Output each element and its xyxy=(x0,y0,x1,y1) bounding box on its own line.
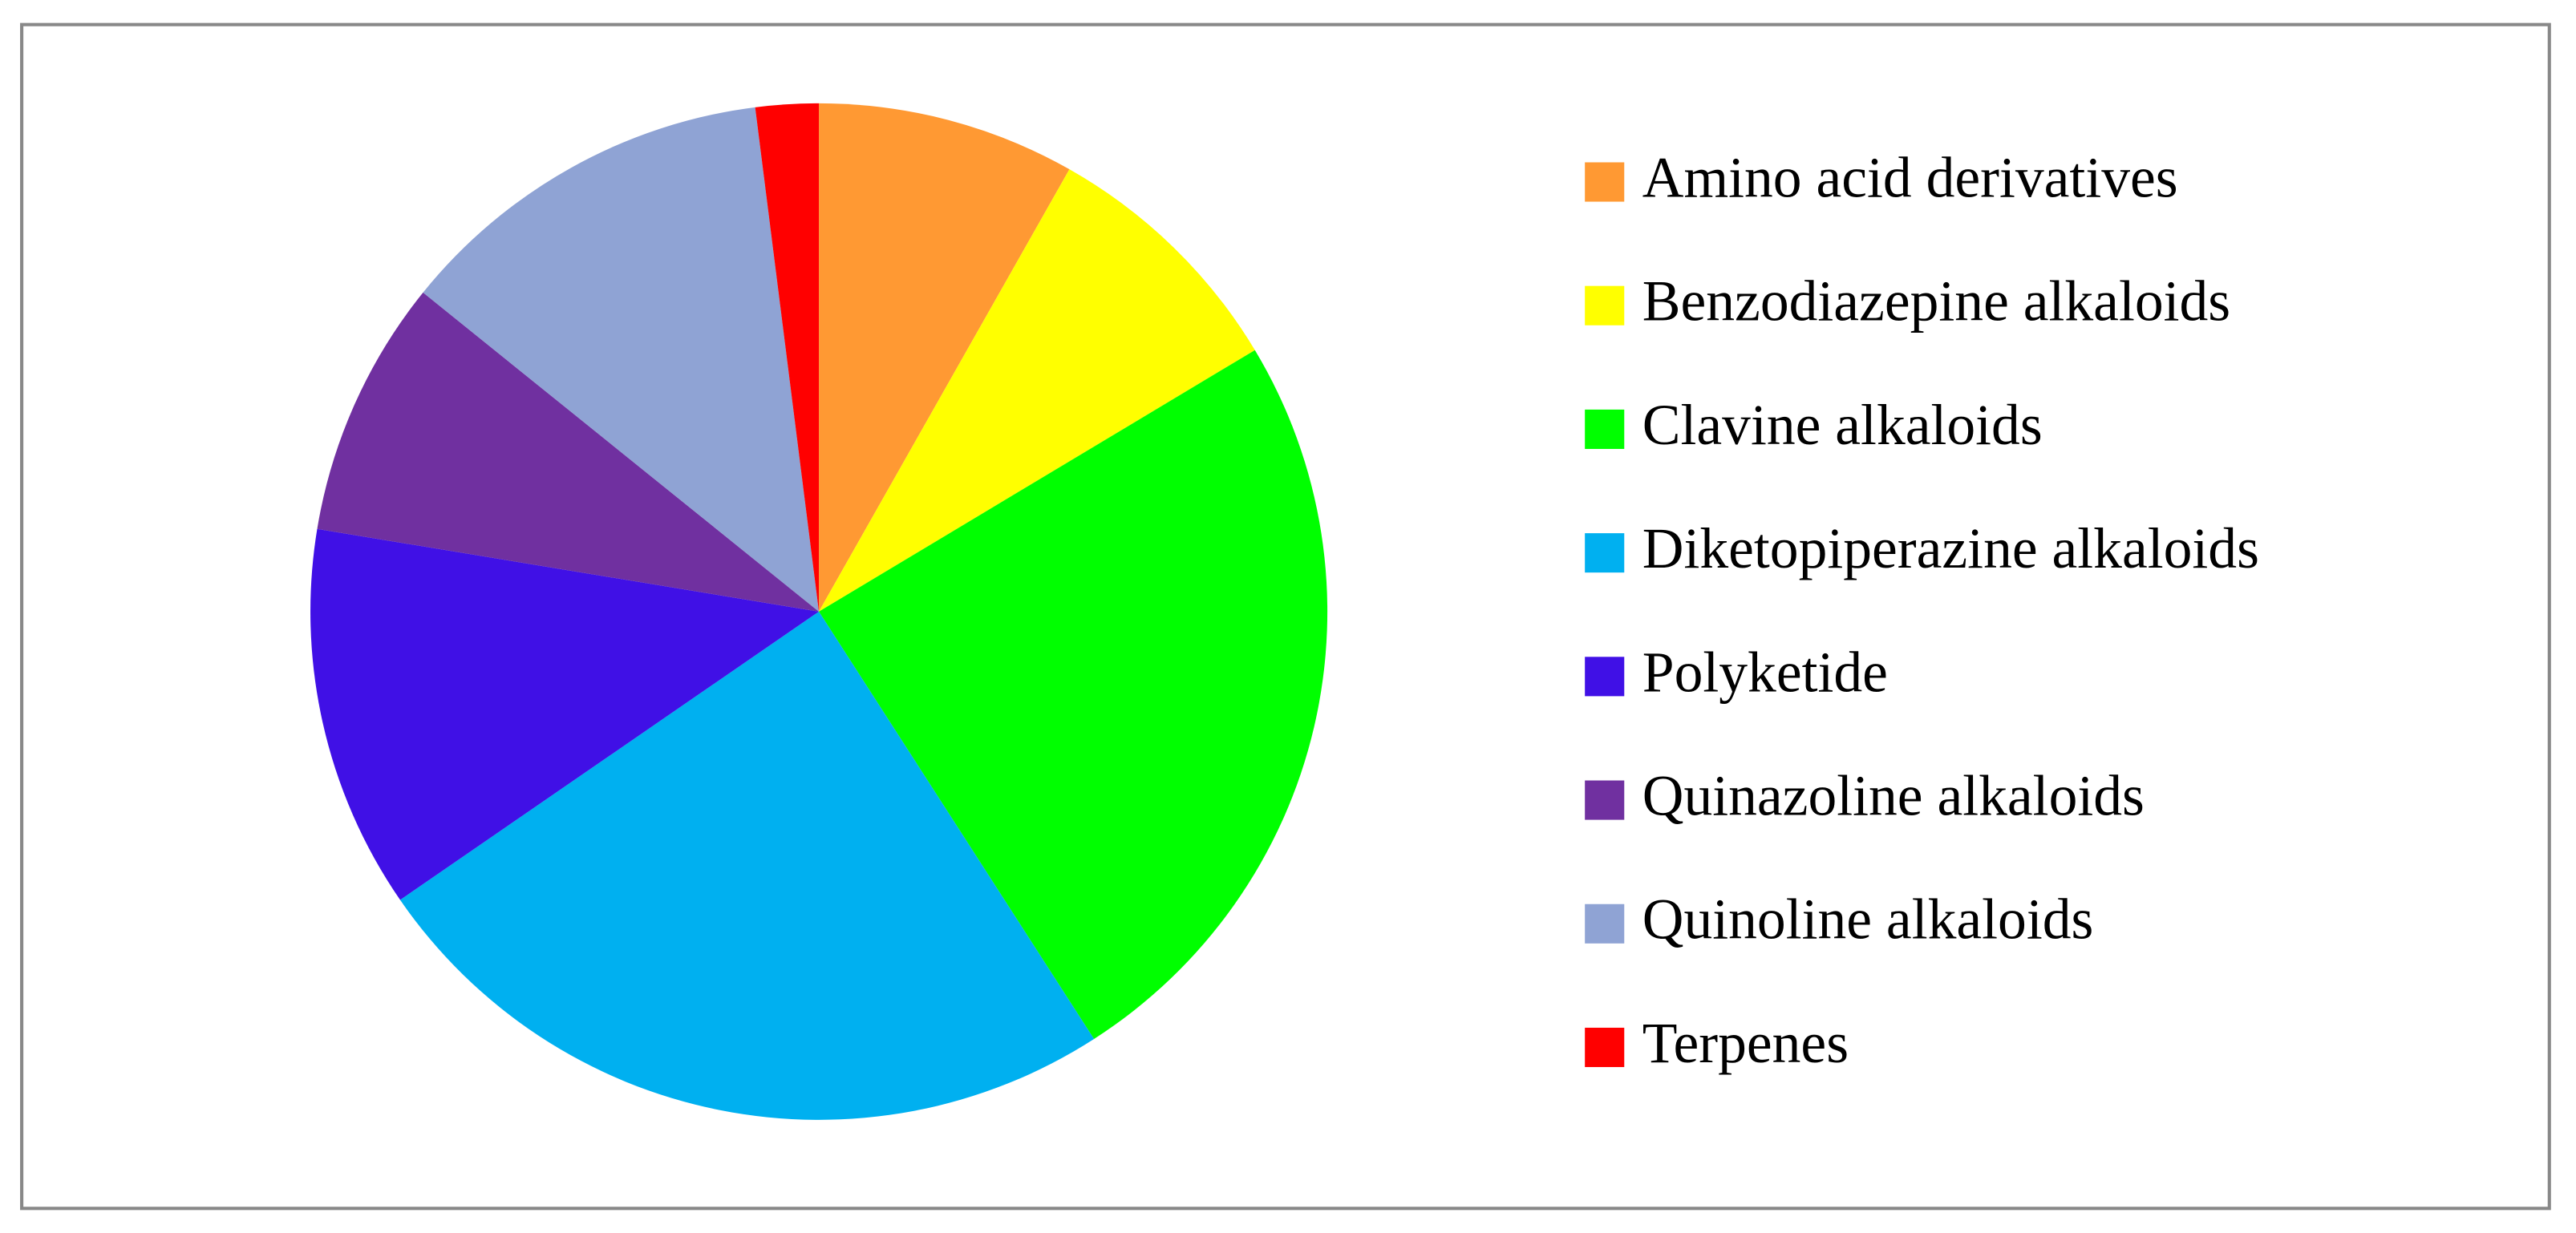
pie-slice xyxy=(317,292,820,612)
legend-swatch xyxy=(1585,285,1625,325)
pie xyxy=(310,103,1328,1120)
legend-swatch xyxy=(1585,533,1625,573)
pie-slice xyxy=(819,103,1070,612)
legend-swatch xyxy=(1585,904,1625,944)
pie-slice xyxy=(755,103,820,612)
legend-swatch xyxy=(1585,1027,1625,1068)
legend-label: Polyketide xyxy=(1642,641,1888,704)
legend-label: Amino acid derivatives xyxy=(1642,146,2178,209)
legend-label: Quinazoline alkaloids xyxy=(1642,765,2145,828)
pie-slice xyxy=(399,611,1095,1120)
pie-slice xyxy=(423,107,820,612)
legend-swatch xyxy=(1585,780,1625,820)
legend-label: Diketopiperazine alkaloids xyxy=(1642,517,2259,580)
pie-slice xyxy=(819,350,1328,1040)
legend-swatch xyxy=(1585,162,1625,202)
pie-slice xyxy=(310,528,820,900)
legend-label: Terpenes xyxy=(1642,1012,1849,1075)
legend-label: Clavine alkaloids xyxy=(1642,394,2043,457)
legend: Amino acid derivatives Benzodiazepine alk… xyxy=(1585,146,2259,1075)
legend-label: Quinoline alkaloids xyxy=(1642,888,2094,952)
pie-slice xyxy=(819,169,1255,612)
legend-swatch xyxy=(1585,409,1625,449)
legend-label: Benzodiazepine alkaloids xyxy=(1642,270,2230,334)
legend-swatch xyxy=(1585,657,1625,697)
